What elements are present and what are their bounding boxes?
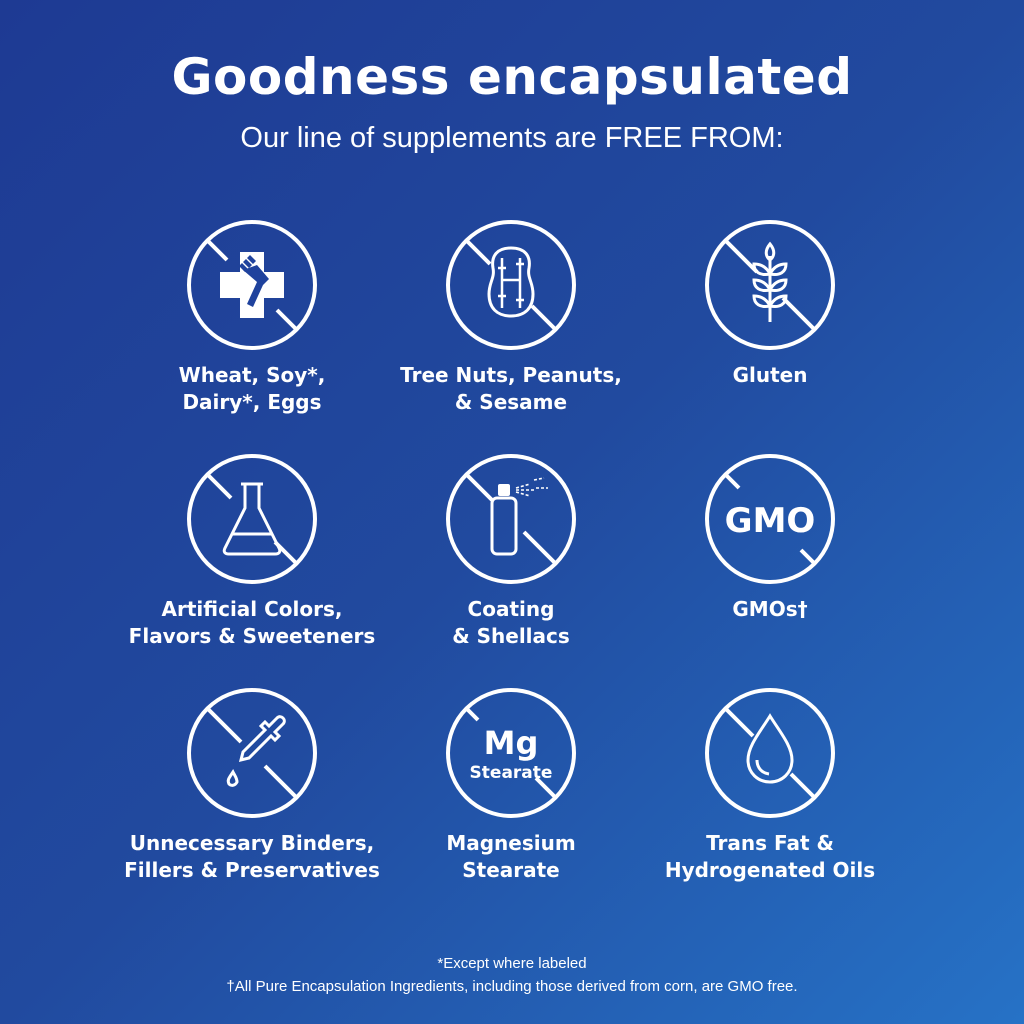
item-label: & Shellacs (452, 624, 570, 648)
item-gmos: GMO GMOs† (620, 452, 920, 623)
item-trans-fat: Trans Fat & Hydrogenated Oils (620, 686, 920, 884)
no-oil-drop-icon (705, 688, 835, 818)
no-gluten-icon (705, 220, 835, 350)
item-label: Wheat, Soy*, (178, 363, 326, 387)
item-wheat-soy-dairy-eggs: Wheat, Soy*, Dairy*, Eggs (102, 218, 402, 416)
item-label: Artificial Colors, (161, 597, 343, 621)
item-label: Trans Fat & (706, 831, 834, 855)
no-flask-icon (187, 454, 317, 584)
item-artificial-colors: Artificial Colors, Flavors & Sweeteners (102, 452, 402, 650)
no-allergens-icon (187, 220, 317, 350)
item-label: Stearate (462, 858, 560, 882)
item-coating-shellacs: Coating & Shellacs (361, 452, 661, 650)
mg-badge: Mg (484, 724, 539, 762)
item-label: Flavors & Sweeteners (128, 624, 376, 648)
item-label: Coating (467, 597, 555, 621)
item-label: Magnesium (446, 831, 576, 855)
item-nuts-peanuts-sesame: Tree Nuts, Peanuts, & Sesame (361, 218, 661, 416)
page-title: Goodness encapsulated (171, 48, 853, 106)
footnote-except: *Except where labeled (437, 955, 587, 972)
item-label: & Sesame (454, 390, 568, 414)
item-label: Dairy*, Eggs (182, 390, 322, 414)
item-binders-fillers: Unnecessary Binders, Fillers & Preservati… (102, 686, 402, 884)
item-label: GMOs† (732, 597, 808, 621)
item-label: Tree Nuts, Peanuts, (400, 363, 622, 387)
item-gluten: Gluten (620, 218, 920, 389)
item-magnesium-stearate: Mg Stearate Magnesium Stearate (361, 686, 661, 884)
page-subtitle: Our line of supplements are FREE FROM: (240, 122, 784, 154)
no-peanut-icon (446, 220, 576, 350)
item-label: Hydrogenated Oils (664, 858, 876, 882)
item-label: Gluten (732, 363, 808, 387)
stearate-badge: Stearate (470, 763, 553, 783)
item-label: Unnecessary Binders, (129, 831, 375, 855)
no-mg-stearate-icon: Mg Stearate (446, 688, 576, 818)
no-dropper-icon (187, 688, 317, 818)
gmo-badge: GMO (725, 501, 816, 541)
no-gmo-icon: GMO (705, 454, 835, 584)
no-spray-icon (446, 454, 576, 584)
footnote-gmo: †All Pure Encapsulation Ingredients, inc… (226, 978, 798, 995)
item-label: Fillers & Preservatives (124, 858, 380, 882)
